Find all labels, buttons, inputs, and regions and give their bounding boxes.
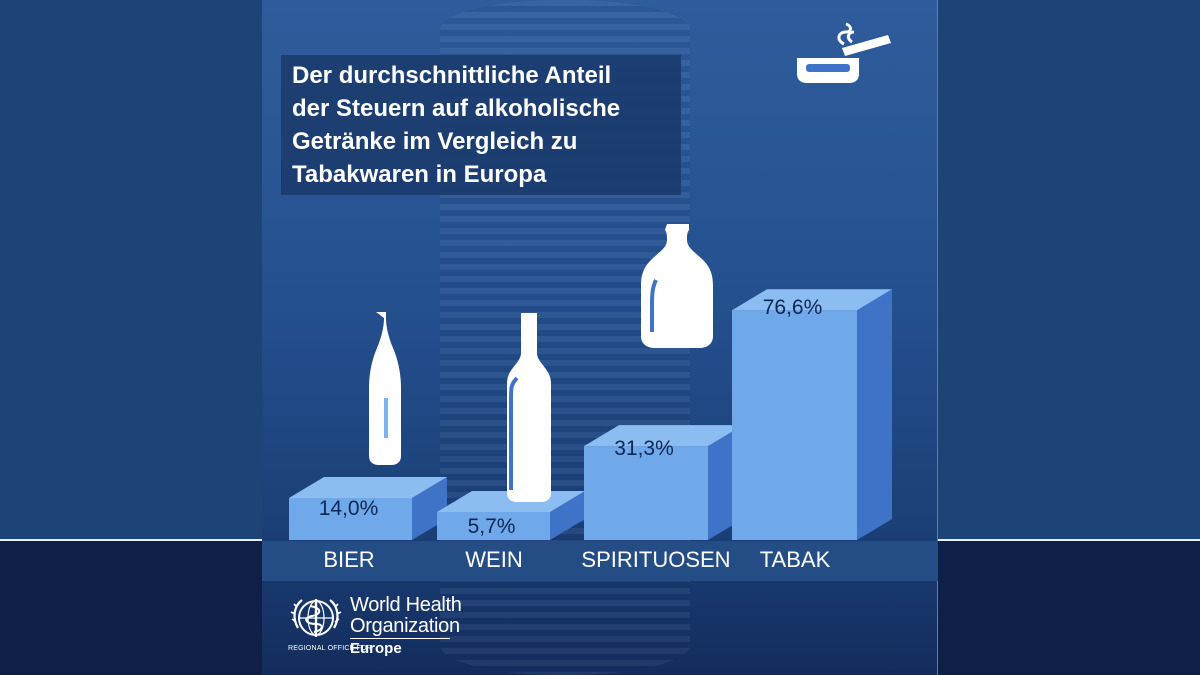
data-label: 14,0% — [319, 497, 379, 520]
bar — [437, 512, 550, 540]
data-label: 76,6% — [763, 296, 823, 319]
title-line: Der durchschnittliche Anteil — [292, 62, 612, 89]
bar — [289, 498, 412, 540]
who-emblem-icon — [290, 599, 342, 637]
logo-region-name: Europe — [350, 640, 402, 657]
title-line: der Steuern auf alkoholische — [292, 95, 621, 122]
wine-bottle-shine — [509, 376, 519, 490]
cigarette-icon — [842, 35, 891, 56]
bar-top — [732, 289, 892, 311]
category-label-tabak: TABAK — [759, 547, 831, 572]
smoke-icon — [837, 22, 855, 46]
logo-text-line2: Organization — [350, 615, 460, 637]
bar — [732, 310, 857, 540]
bar-top — [584, 425, 743, 447]
data-label: 5,7% — [468, 515, 516, 538]
beer-bottle-icon — [369, 312, 401, 465]
spirits-bottle-shine — [650, 279, 658, 332]
bar — [584, 446, 708, 540]
category-label-wein: WEIN — [465, 547, 523, 572]
spirits-bottle-icon — [641, 224, 713, 348]
category-label-band — [262, 541, 938, 581]
category-label-bier: BIER — [323, 547, 375, 572]
title-line: Tabakwaren in Europa — [292, 161, 547, 188]
category-label-spirituosen: SPIRITUOSEN — [581, 547, 731, 572]
wine-bottle-icon — [507, 313, 551, 502]
chart-title: Der durchschnittliche Anteil der Steuern… — [292, 59, 682, 191]
bar-top — [289, 477, 447, 498]
title-line: Getränke im Vergleich zu — [292, 128, 578, 155]
logo-rule — [350, 638, 450, 639]
panel-edge — [937, 0, 938, 675]
data-label: 31,3% — [614, 437, 674, 460]
logo-region-prefix: REGIONAL OFFICE FOR — [288, 645, 373, 652]
bar-side — [857, 289, 892, 540]
bar-side — [550, 491, 585, 540]
logo-text-line1: World Health — [350, 594, 462, 616]
title-box — [281, 55, 681, 195]
ashtray-well — [806, 64, 850, 72]
